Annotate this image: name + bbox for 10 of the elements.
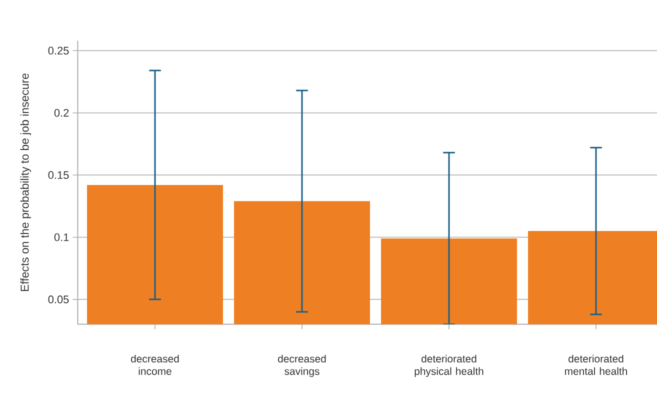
x-tick-label: deteriorated physical health [414,354,484,378]
y-axis-title: Effects on the probability to be job insecure [20,74,32,292]
y-tick-label: 0.05 [48,296,69,304]
x-tick-label: decreased savings [278,354,326,378]
y-tick-label: 0.25 [48,46,69,55]
x-tick-label: deteriorated mental health [565,354,628,375]
y-tick-label: 0.2 [54,108,69,117]
x-tick-label: decreased income [131,354,179,375]
y-tick-label: 0.1 [54,233,69,242]
y-tick-label: 0.15 [48,171,69,179]
